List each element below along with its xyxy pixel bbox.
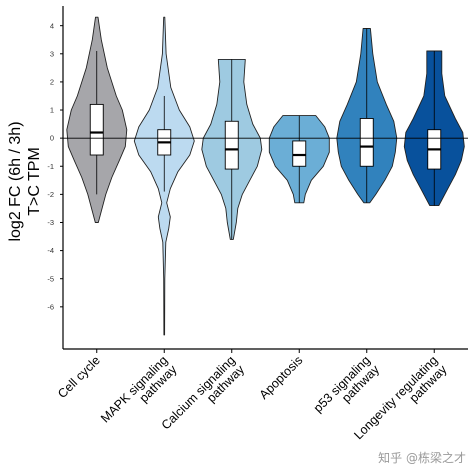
violin-group (403, 50, 465, 207)
plot-area (63, 16, 468, 336)
iqr-box (89, 103, 104, 156)
x-tick-label-line: Cell cycle (55, 353, 103, 401)
y-axis-title: log2 FC (6h / 3h) T>C TPM (7, 121, 43, 241)
y-tick-label: 3 (50, 49, 54, 58)
x-tick-label-line: Apoptosis (257, 353, 306, 402)
y-tick-label: 2 (50, 78, 54, 87)
iqr-box (359, 118, 374, 167)
violin-group (336, 28, 398, 204)
y-tick-label: -2 (47, 190, 54, 199)
y-tick-label: 4 (50, 21, 54, 30)
iqr-box (292, 140, 307, 167)
y-tick-label: -5 (47, 274, 54, 283)
x-tick-label: Apoptosis (257, 353, 306, 402)
y-axis-title-line: log2 FC (6h / 3h) (7, 121, 24, 241)
violin-group (66, 16, 128, 223)
violin-group (133, 16, 195, 336)
y-axis-label: log2 FC (6h / 3h) T>C TPM (7, 121, 43, 241)
violin-group (268, 115, 330, 204)
watermark-text: 知乎 @栋梁之才 (378, 450, 466, 465)
y-axis: 4 3 2 1 0 -1 -2 -3 -4 -5 -6 (47, 6, 64, 349)
y-tick-label: -4 (47, 246, 54, 255)
violin-group (201, 58, 263, 240)
y-tick-label: -3 (47, 218, 54, 227)
y-tick-label: -6 (47, 302, 54, 311)
iqr-box (224, 120, 239, 170)
y-tick-label: -1 (47, 162, 54, 171)
y-axis-title-line: T>C TPM (26, 147, 43, 216)
y-tick-label: 1 (50, 106, 54, 115)
y-tick-label: 0 (50, 134, 54, 143)
x-tick-label: Cell cycle (55, 353, 103, 401)
